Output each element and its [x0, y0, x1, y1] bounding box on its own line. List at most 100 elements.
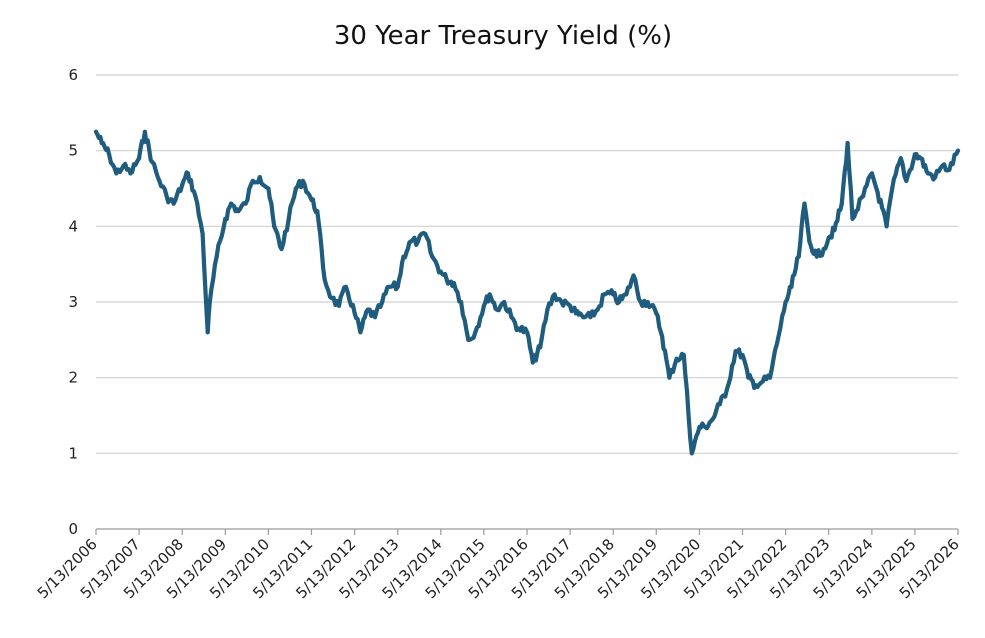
data-point — [740, 352, 745, 358]
data-point — [854, 209, 859, 214]
data-point — [300, 178, 305, 183]
data-point — [667, 375, 672, 380]
data-point — [638, 299, 643, 305]
data-point — [807, 239, 812, 244]
data-point — [912, 152, 918, 157]
data-point — [257, 175, 262, 180]
data-point — [898, 156, 903, 161]
data-point — [631, 273, 636, 278]
data-point — [746, 375, 751, 380]
data-point — [611, 292, 616, 297]
data-point — [940, 163, 945, 168]
data-point — [717, 402, 722, 407]
data-point — [645, 299, 650, 305]
data-point — [205, 330, 210, 335]
data-point — [180, 182, 185, 187]
y-tick-label: 1 — [68, 444, 78, 462]
y-tick-label: 6 — [68, 66, 78, 84]
data-point — [538, 345, 543, 350]
data-point — [395, 284, 400, 289]
data-point — [223, 216, 228, 221]
data-point — [107, 152, 112, 157]
data-point — [309, 197, 314, 202]
data-point — [164, 194, 169, 199]
data-point — [890, 186, 895, 191]
data-point — [236, 209, 241, 214]
data-point — [142, 129, 147, 134]
data-point — [724, 386, 730, 392]
data-point — [372, 315, 378, 320]
y-tick-label: 4 — [68, 217, 78, 235]
data-point — [286, 216, 291, 221]
data-point — [229, 201, 234, 206]
data-point — [850, 216, 855, 221]
data-point — [660, 334, 665, 339]
data-point — [250, 178, 255, 183]
data-point — [121, 163, 126, 168]
data-point — [814, 254, 819, 259]
data-point — [430, 254, 435, 259]
data-point — [200, 231, 205, 236]
data-point — [884, 224, 889, 229]
data-point — [329, 296, 334, 301]
data-point — [595, 307, 600, 312]
data-point — [293, 186, 298, 191]
data-point — [150, 159, 155, 165]
data-point — [451, 281, 456, 286]
data-point — [494, 307, 500, 312]
data-point — [352, 311, 357, 316]
data-point — [415, 239, 421, 244]
data-point — [473, 330, 478, 335]
data-point — [568, 303, 573, 308]
data-point — [760, 379, 765, 384]
data-point — [408, 239, 413, 244]
data-point — [588, 315, 593, 320]
data-point — [525, 330, 530, 335]
data-point — [487, 292, 492, 297]
series-group — [93, 129, 961, 456]
data-point — [925, 171, 931, 176]
data-point — [509, 315, 514, 320]
y-tick-label: 5 — [68, 142, 78, 160]
data-point — [674, 356, 679, 361]
data-point — [214, 254, 219, 259]
data-point — [343, 284, 349, 289]
data-point — [315, 209, 320, 214]
data-point — [821, 246, 826, 252]
data-point — [157, 178, 162, 183]
data-point — [933, 175, 938, 180]
data-point — [832, 228, 837, 233]
data-point — [481, 303, 486, 308]
data-point — [502, 299, 507, 305]
data-point — [681, 352, 686, 358]
data-point — [243, 201, 248, 206]
data-point — [904, 178, 909, 183]
data-point — [552, 292, 557, 297]
grid-lines — [96, 74, 958, 454]
data-point — [789, 284, 794, 289]
data-point — [516, 326, 521, 331]
data-point — [918, 156, 923, 161]
data-point — [559, 299, 564, 305]
data-point — [875, 190, 880, 195]
data-point — [438, 269, 443, 274]
data-point — [624, 292, 629, 297]
data-point — [185, 171, 191, 176]
data-point — [128, 171, 133, 176]
y-axis-ticks: 0 1 2 3 4 5 6 — [68, 66, 78, 538]
data-point — [802, 201, 807, 206]
data-point — [207, 299, 212, 305]
data-point — [272, 224, 277, 229]
data-point — [839, 201, 844, 206]
data-point — [387, 284, 392, 289]
data-point — [401, 254, 406, 259]
data-point — [459, 299, 464, 305]
data-point — [697, 424, 702, 429]
data-point — [955, 148, 961, 153]
chart-title: 30 Year Treasury Yield (%) — [334, 21, 672, 51]
data-point — [602, 292, 607, 297]
data-point — [703, 424, 708, 429]
data-point — [365, 307, 370, 312]
